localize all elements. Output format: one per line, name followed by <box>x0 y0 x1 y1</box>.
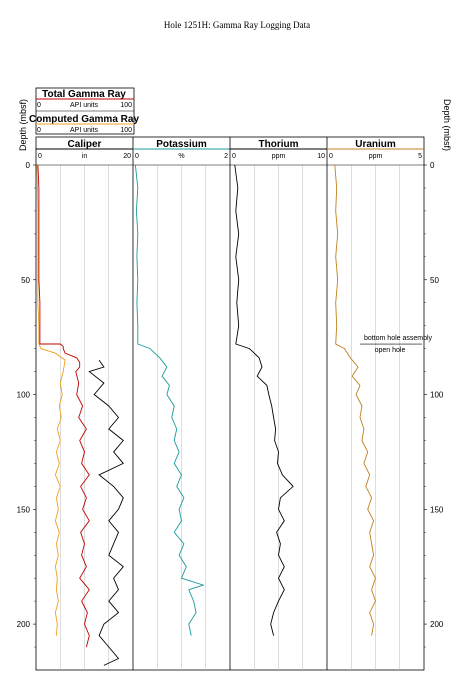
y-axis-label-left: Depth (mbsf) <box>18 99 28 151</box>
track-scale-min: 0 <box>135 153 139 160</box>
series-line-caliper <box>88 359 125 666</box>
open-hole-label: open hole <box>375 347 406 354</box>
legend-computed-gamma-min: 0 <box>37 127 41 134</box>
track-scale-max: 10 <box>317 153 325 160</box>
track-scale-unit: in <box>82 153 88 160</box>
y-tick-label-left: 200 <box>17 620 31 629</box>
track-title-uranium: Uranium <box>355 139 396 150</box>
series-line-potassium <box>134 164 205 636</box>
legend-computed-gamma-unit: API units <box>70 127 99 134</box>
series-line-uranium <box>334 164 376 636</box>
track-scale-min: 0 <box>232 153 236 160</box>
legend-total-gamma-unit: API units <box>70 102 99 109</box>
track-scale-min: 0 <box>329 153 333 160</box>
legend-computed-gamma-max: 100 <box>120 127 132 134</box>
legend-computed-gamma-label: Computed Gamma Ray <box>29 114 139 125</box>
y-tick-label-right: 50 <box>430 276 439 285</box>
y-axis-label-right: Depth (mbsf) <box>442 99 452 151</box>
track-scale-min: 0 <box>38 153 42 160</box>
y-tick-label-right: 150 <box>430 505 444 514</box>
y-tick-label-left: 100 <box>17 391 31 400</box>
track-scale-max: 20 <box>123 153 131 160</box>
track-scale-unit: ppm <box>272 153 286 160</box>
legend-total-gamma-label: Total Gamma Ray <box>42 89 126 100</box>
track-scale-unit: % <box>178 153 184 160</box>
track-scale-max: 5 <box>418 153 422 160</box>
track-title-caliper: Caliper <box>68 139 102 150</box>
y-tick-label-left: 50 <box>21 276 30 285</box>
series-line-total-gamma-ray <box>37 164 90 648</box>
chart-title: Hole 1251H: Gamma Ray Logging Data <box>164 20 310 30</box>
legend: Total Gamma Ray 0 API units 100 Computed… <box>29 87 139 135</box>
bha-label: bottom hole assembly <box>364 335 433 342</box>
track-title-thorium: Thorium <box>259 139 299 150</box>
track-scale-max: 2 <box>224 153 228 160</box>
y-tick-label-right: 0 <box>430 161 435 170</box>
y-tick-label-right: 200 <box>430 620 444 629</box>
y-tick-label-left: 0 <box>26 161 31 170</box>
track-scale-unit: ppm <box>369 153 383 160</box>
legend-total-gamma-min: 0 <box>37 102 41 109</box>
legend-total-gamma-max: 100 <box>120 102 132 109</box>
y-tick-label-right: 100 <box>430 391 444 400</box>
track-title-potassium: Potassium <box>156 139 207 150</box>
bha-annotation: bottom hole assembly open hole <box>364 335 433 354</box>
series-line-thorium <box>234 164 294 636</box>
plot-area: Caliper 0 in 20 Potassium 0% 2 Thorium 0 ppm 10 Ura… <box>17 136 444 671</box>
series-line-computed-gamma-ray <box>36 164 66 636</box>
y-tick-label-left: 150 <box>17 505 31 514</box>
